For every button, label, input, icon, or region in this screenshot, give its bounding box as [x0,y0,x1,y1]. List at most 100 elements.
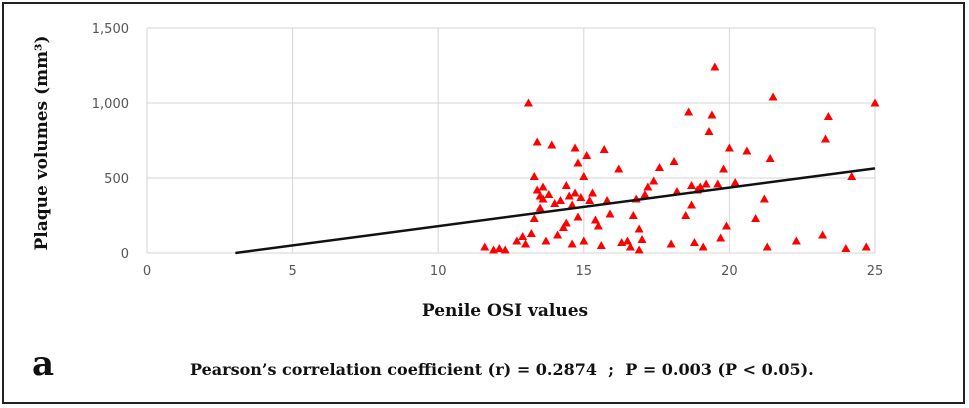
data-point [689,238,699,246]
data-point [573,158,583,167]
data-point [721,221,731,230]
data-point [570,188,580,197]
data-point [558,223,568,231]
data-point [823,112,833,120]
data-point [567,200,577,209]
x-axis-label: Penile OSI values [422,301,588,321]
data-point [643,182,653,191]
data-point [669,157,679,165]
data-point [556,196,566,204]
data-point [590,215,600,224]
data-point [576,193,586,201]
x-tick-label: 10 [430,264,447,279]
data-point [870,98,880,107]
data-point [561,218,571,227]
data-point [791,236,801,245]
data-points [480,62,880,254]
data-point [538,182,548,191]
data-point [704,127,714,135]
data-point [710,62,720,71]
data-point [765,154,775,162]
data-point [538,194,548,203]
x-tick-label: 15 [576,264,593,279]
data-point [666,239,676,248]
data-point [494,244,504,252]
data-point [861,242,871,251]
data-point [716,233,726,242]
data-point [573,212,583,221]
data-point [567,239,577,248]
data-point [742,146,752,155]
data-point [713,179,723,188]
trendline-group [235,167,876,255]
data-point [535,203,545,212]
y-tick-label: 500 [104,172,129,187]
data-point [541,236,551,245]
data-point [820,134,830,143]
data-point [570,143,580,152]
data-point [695,182,705,191]
data-point [596,241,606,249]
data-point [719,164,729,173]
data-point [625,242,635,251]
x-tick-label: 0 [143,264,151,279]
x-tick-label: 20 [721,264,738,279]
data-point [512,236,522,245]
data-point [681,211,691,219]
data-point [526,229,536,237]
data-point [640,190,650,198]
y-axis-label: Plaque volumes (mm³) [32,35,52,250]
data-point [707,110,717,119]
data-point [634,224,644,233]
data-point [529,214,539,222]
data-point [602,196,612,204]
data-point [768,92,778,101]
data-point [521,239,531,248]
data-point [701,179,711,188]
data-point [605,209,615,218]
data-point [532,185,542,194]
data-point [649,176,659,185]
data-point [500,245,510,254]
data-point [529,172,539,180]
data-point [553,230,563,239]
data-point [759,194,769,203]
data-point [698,242,708,251]
data-point [564,191,574,200]
data-point [628,211,638,219]
data-point [588,188,598,197]
data-point [547,140,557,149]
data-point [523,98,533,107]
data-point [687,200,697,209]
data-point [550,199,560,207]
figure-frame [2,2,965,404]
x-tick-label: 25 [867,264,884,279]
data-point [561,181,571,189]
data-point [579,172,589,180]
data-point [614,164,624,173]
data-point [684,107,694,116]
panel-label: a [32,344,55,384]
data-point [634,245,644,254]
data-point [751,214,761,222]
data-point [655,163,665,171]
data-point [841,244,851,252]
data-point [724,143,734,152]
data-point [582,151,592,159]
data-point [847,172,857,180]
data-point [637,235,647,243]
trendline [235,167,876,255]
data-point [518,232,528,240]
data-point [544,190,554,198]
data-point [622,236,632,245]
y-tick-label: 1,500 [92,22,129,37]
y-tick-label: 1,000 [92,97,129,112]
data-point [762,242,772,251]
data-point [730,178,740,186]
x-tick-label: 5 [288,264,296,279]
data-point [480,242,490,251]
data-point [593,221,603,230]
data-point [818,230,828,239]
data-point [579,236,589,245]
